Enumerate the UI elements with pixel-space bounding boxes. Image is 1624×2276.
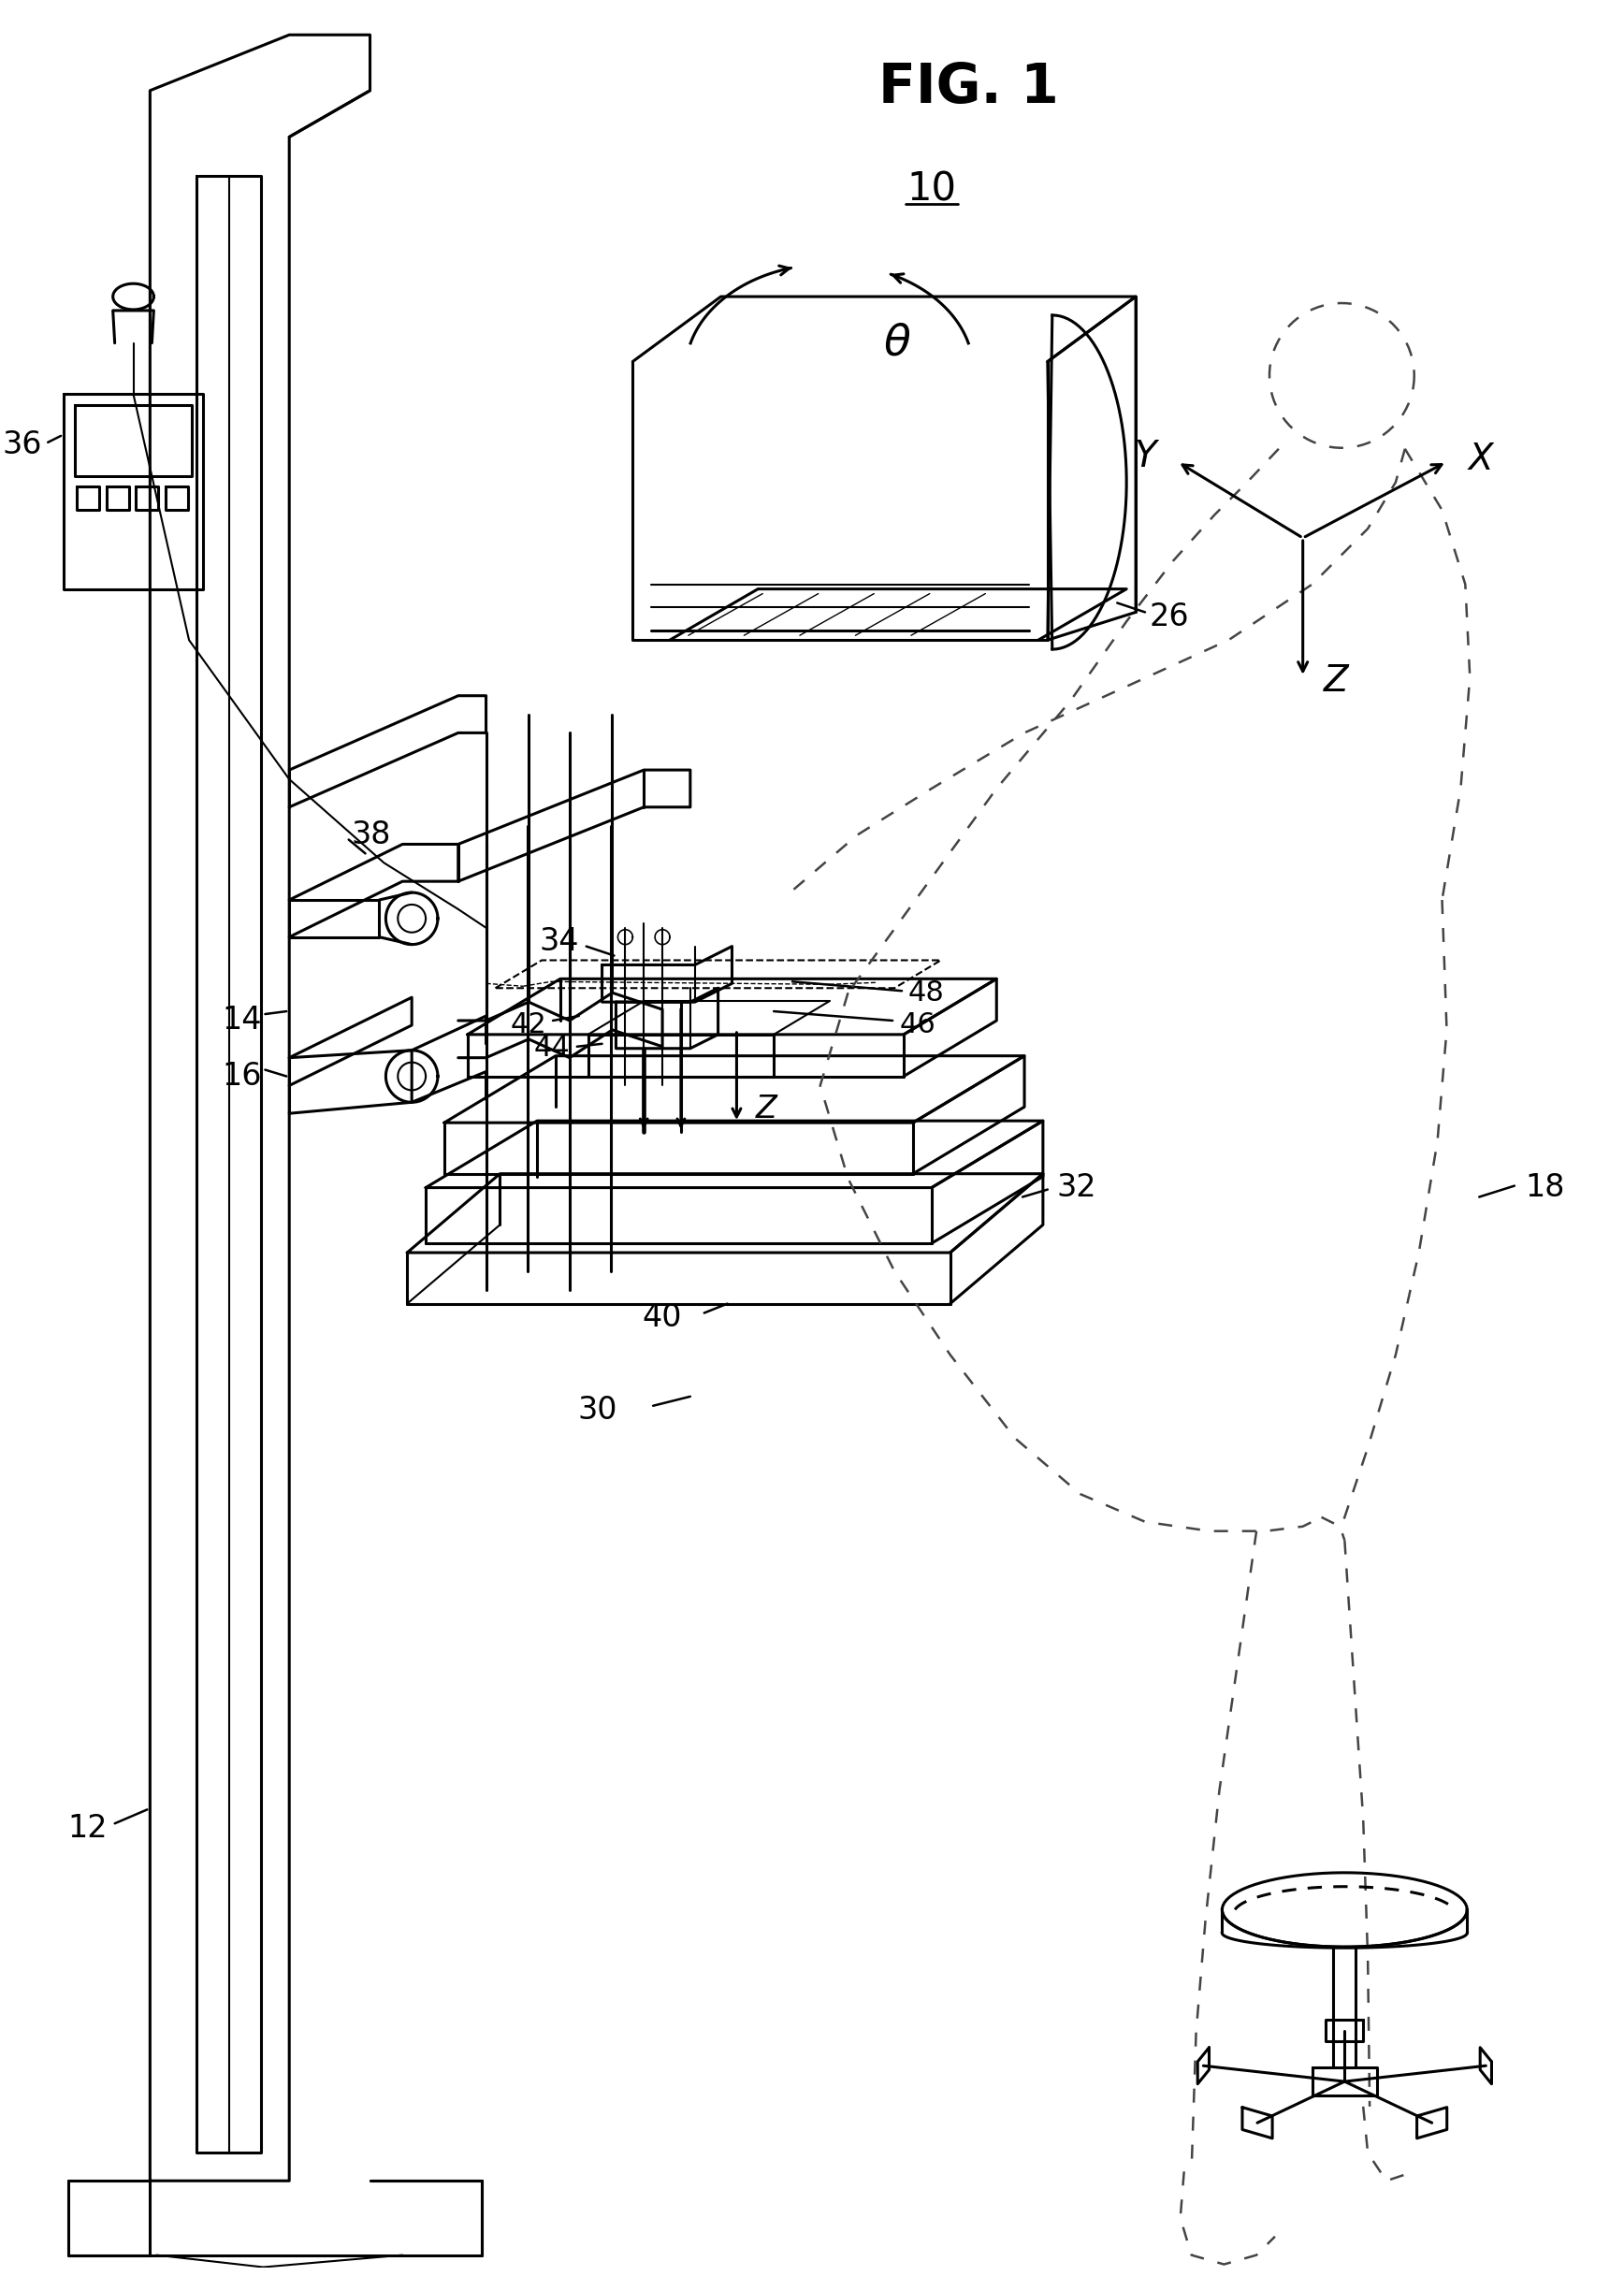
Text: 30: 30 bbox=[578, 1395, 617, 1425]
Text: 40: 40 bbox=[643, 1302, 682, 1334]
Text: 10: 10 bbox=[906, 171, 957, 209]
Text: 26: 26 bbox=[1150, 601, 1189, 633]
Text: 34: 34 bbox=[539, 926, 578, 958]
Text: 42: 42 bbox=[510, 1011, 546, 1038]
Text: 32: 32 bbox=[1057, 1172, 1096, 1204]
Text: Z: Z bbox=[755, 1092, 776, 1124]
Text: 18: 18 bbox=[1525, 1172, 1566, 1204]
Text: 36: 36 bbox=[3, 430, 42, 460]
Text: 48: 48 bbox=[908, 979, 945, 1006]
Text: FIG. 1: FIG. 1 bbox=[879, 61, 1059, 114]
Text: 44: 44 bbox=[533, 1036, 570, 1063]
Text: Z: Z bbox=[1324, 662, 1348, 699]
Text: θ: θ bbox=[883, 321, 909, 364]
Text: 16: 16 bbox=[221, 1061, 261, 1092]
Text: X: X bbox=[1468, 442, 1492, 476]
Text: 12: 12 bbox=[68, 1812, 107, 1844]
Text: Y: Y bbox=[1134, 439, 1156, 473]
Text: 38: 38 bbox=[351, 819, 391, 851]
Text: 14: 14 bbox=[221, 1006, 261, 1036]
Text: 46: 46 bbox=[900, 1011, 935, 1038]
